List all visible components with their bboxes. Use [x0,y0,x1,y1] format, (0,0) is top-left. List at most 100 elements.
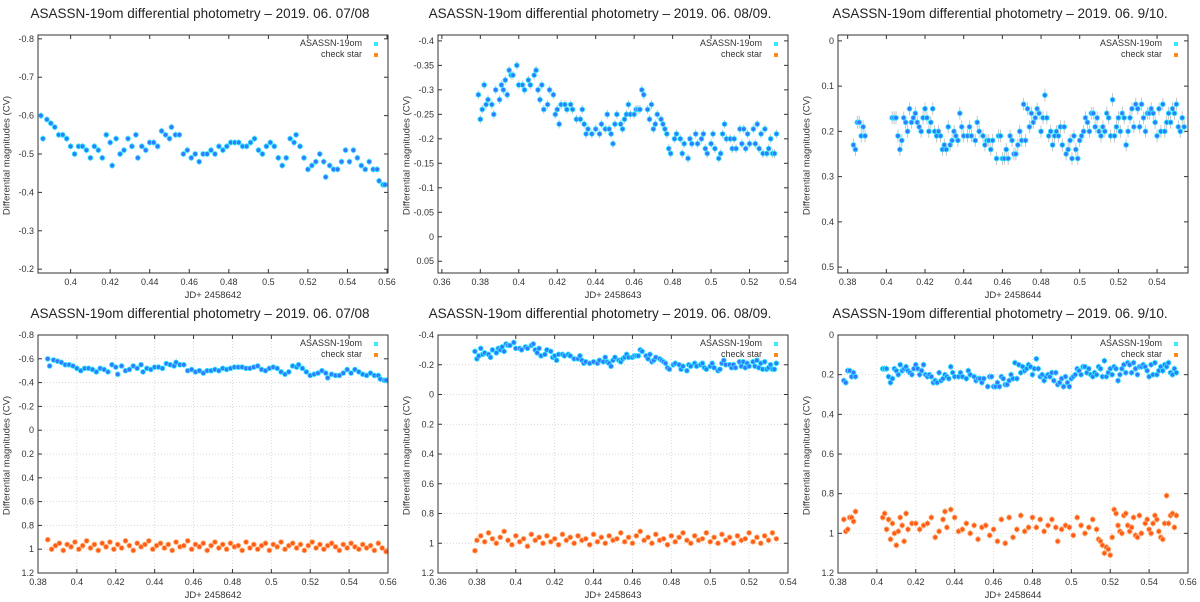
data-point [897,361,904,368]
data-point [274,543,281,550]
data-point [1165,359,1172,366]
data-point [208,542,214,549]
data-point [928,373,935,380]
data-point [598,121,605,127]
data-point [905,526,911,533]
data-point [920,361,927,368]
data-point [483,101,489,108]
x-tick-label: 0.46 [985,577,1003,587]
legend-marker [774,52,778,57]
legend: ASASSN-19om check star [300,38,378,60]
data-point [687,135,693,142]
data-point [684,537,690,544]
data-point [1113,124,1120,130]
data-point [647,351,653,358]
data-point [103,543,109,550]
data-point [510,72,516,79]
x-tick-label: 0.54 [339,277,357,287]
data-point [527,82,534,88]
data-point [990,526,997,533]
data-point [521,86,528,93]
data-point [359,541,366,548]
data-point [91,541,98,548]
data-point [897,514,904,521]
data-point [953,133,959,139]
data-point [646,116,653,123]
data-point [691,532,698,539]
x-tick-label: 0.48 [220,277,238,287]
data-point [638,86,645,93]
data-point [936,369,942,376]
data-point [1052,524,1059,531]
data-point [583,131,589,137]
data-point [531,72,538,79]
x-tick-label: 0.5 [704,577,717,587]
data-point [1033,524,1040,531]
data-point [1148,530,1154,537]
data-point [1085,365,1092,372]
data-point [196,543,203,550]
data-point [976,128,983,135]
data-point [1002,540,1009,547]
series-asassn-19om [44,355,388,384]
data-point [1010,534,1016,541]
data-point [850,142,857,148]
data-point [613,111,620,118]
data-point [374,166,380,173]
x-tick-label: 0.4 [871,577,884,587]
data-point [885,516,892,523]
data-point [617,121,624,127]
data-point [149,546,156,553]
data-point [554,106,561,113]
data-point [575,532,581,539]
data-point [110,546,117,553]
data-point [895,133,901,139]
y-tick-label: -0.4 [418,36,434,46]
data-point [107,539,113,545]
data-point [562,101,568,108]
y-tick-label: -0.2 [418,360,434,370]
data-point [974,119,981,126]
data-point [922,105,928,112]
data-point [107,139,114,146]
data-point [918,128,924,135]
data-point [1165,520,1172,527]
data-point [1105,546,1112,553]
data-point [336,547,343,554]
data-point [1155,528,1162,535]
x-tick-label: 0.42 [101,277,119,287]
data-point [528,531,535,538]
data-point [754,534,760,541]
x-tick-label: 0.56 [1179,577,1197,587]
data-point [505,537,511,544]
data-point [550,91,557,98]
data-point [1138,101,1145,108]
data-point [223,143,230,150]
data-point [903,510,909,517]
x-tick-label: 0.48 [1032,277,1050,287]
data-point [1113,365,1119,372]
data-point [1054,538,1061,545]
series-check-star [472,528,780,554]
data-point [305,166,311,173]
data-point [1130,514,1137,521]
data-point [746,140,753,147]
data-point [1132,101,1139,108]
data-point [680,529,686,536]
data-point [1090,110,1097,117]
data-point [382,181,388,188]
data-point [1037,516,1044,523]
data-point [158,128,165,134]
data-point [1070,532,1077,539]
data-point [951,128,957,135]
data-point [650,126,657,132]
data-point [773,131,780,137]
data-point [897,146,903,153]
data-point [263,143,270,150]
x-tick-label: 0.52 [299,277,317,287]
data-point [932,534,939,541]
data-point [1142,128,1149,135]
data-point [239,547,246,554]
series-asassn-19om [850,88,1187,165]
data-point [719,531,725,538]
